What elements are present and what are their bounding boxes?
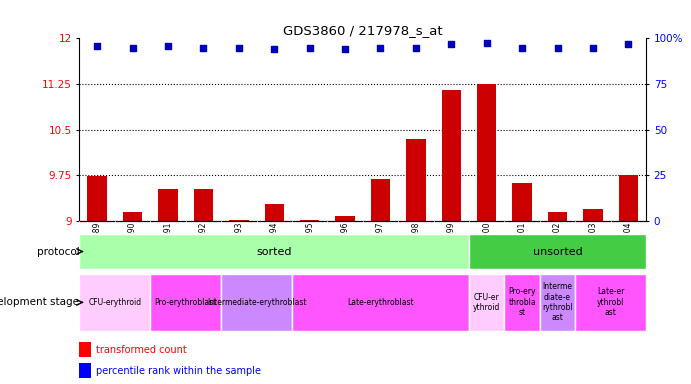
Text: CFU-erythroid: CFU-erythroid [88,298,142,307]
Bar [79,234,469,269]
Text: GSM559704: GSM559704 [624,221,633,268]
Text: Interme
diate-e
rythrobl
ast: Interme diate-e rythrobl ast [542,282,573,323]
Bar [371,179,390,221]
Text: transformed count: transformed count [97,345,187,355]
Text: GSM559699: GSM559699 [447,221,456,268]
Bar [193,189,213,221]
Text: GSM559694: GSM559694 [269,221,278,268]
Text: unsorted: unsorted [533,247,583,257]
Text: GSM559690: GSM559690 [128,221,137,268]
Point [410,45,422,51]
Text: protocol: protocol [37,247,79,257]
Text: Late-er
ythrobl
ast: Late-er ythrobl ast [597,288,625,317]
Text: CFU-er
ythroid: CFU-er ythroid [473,293,500,312]
Point [481,40,492,46]
Bar [477,84,496,221]
Text: GSM559689: GSM559689 [93,221,102,268]
Bar [123,212,142,221]
Bar [618,175,638,221]
Bar [79,363,91,378]
Text: GSM559702: GSM559702 [553,221,562,268]
Bar [300,220,319,221]
Bar [335,216,354,221]
Text: sorted: sorted [256,247,292,257]
Text: GSM559692: GSM559692 [199,221,208,268]
Bar [513,183,532,221]
Text: Late-erythroblast: Late-erythroblast [347,298,414,307]
Point [92,43,103,49]
Text: GSM559693: GSM559693 [234,221,243,268]
Text: GSM559696: GSM559696 [341,221,350,268]
Bar [265,204,284,221]
Point [587,45,598,51]
Point [517,45,528,51]
Bar [406,139,426,221]
Point [304,45,315,51]
Text: GSM559698: GSM559698 [411,221,420,268]
Text: GSM559701: GSM559701 [518,221,527,268]
Bar [292,274,469,331]
Point [234,45,245,51]
Point [162,43,173,50]
Text: Pro-ery
throbla
st: Pro-ery throbla st [509,288,536,317]
Bar [88,176,107,221]
Bar [229,220,249,221]
Text: percentile rank within the sample: percentile rank within the sample [97,366,261,376]
Bar [79,342,91,357]
Text: GSM559695: GSM559695 [305,221,314,268]
Text: GSM559697: GSM559697 [376,221,385,268]
Point [339,46,350,52]
Bar [151,274,221,331]
Text: Pro-erythroblast: Pro-erythroblast [155,298,217,307]
Bar [504,274,540,331]
Title: GDS3860 / 217978_s_at: GDS3860 / 217978_s_at [283,24,443,37]
Bar [221,274,292,331]
Bar [540,274,575,331]
Point [269,46,280,52]
Text: GSM559703: GSM559703 [589,221,598,268]
Text: Intermediate-erythroblast: Intermediate-erythroblast [207,298,306,307]
Bar [442,90,461,221]
Bar [583,209,603,221]
Text: GSM559700: GSM559700 [482,221,491,268]
Text: development stage: development stage [0,297,79,308]
Text: GSM559691: GSM559691 [164,221,173,268]
Bar [469,234,646,269]
Point [375,45,386,51]
Bar [158,189,178,221]
Bar [548,212,567,221]
Bar [469,274,504,331]
Point [127,45,138,51]
Bar [575,274,646,331]
Point [552,45,563,51]
Point [623,41,634,48]
Point [446,41,457,48]
Bar [79,274,151,331]
Point [198,45,209,51]
